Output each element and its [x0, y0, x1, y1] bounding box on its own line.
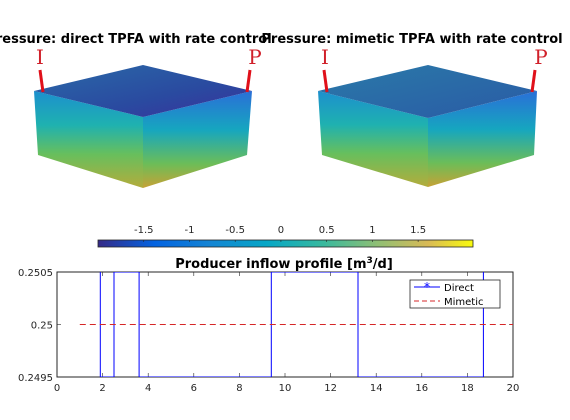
inflow-axis-ticks: 0 2 4 6 8 10 12 14 16 18 20 0.2495 0.25 0.2505 [18, 268, 519, 394]
legend-box [409, 279, 501, 309]
right-producer-label: P [534, 45, 547, 69]
x-tick-label: 12 [324, 383, 337, 394]
right-injector-label: I [321, 45, 329, 69]
x-tick-label: 6 [191, 383, 197, 394]
x-tick-label: 18 [461, 383, 474, 394]
x-tick-label: 8 [236, 383, 242, 394]
inflow-title-superscript: 3 [367, 256, 373, 266]
colorbar-tick-label: 0 [278, 225, 284, 236]
left-injector-well: I [36, 45, 45, 93]
y-tick-label: 0.2505 [18, 268, 53, 279]
inflow-series [79, 272, 513, 377]
legend-mimetic-label: Mimetic [444, 297, 484, 308]
right-producer-well: P [530, 45, 548, 93]
right-block-front-face [318, 91, 428, 187]
right-pressure-block [318, 65, 537, 187]
left-block-side-face [143, 91, 252, 188]
x-tick-label: 16 [415, 383, 428, 394]
colorbar-tick-label: 1.5 [410, 225, 426, 236]
left-block-top-face [34, 65, 252, 117]
colorbar-ticks: -1.5 -1 -0.5 0 0.5 1 1.5 [134, 225, 426, 242]
x-tick-label: 14 [370, 383, 383, 394]
inflow-title-unit-end: /d] [373, 257, 393, 272]
left-injector-label: I [36, 45, 44, 69]
x-tick-label: 0 [54, 383, 60, 394]
legend-direct-label: Direct [444, 283, 474, 294]
inflow-legend: * Direct Mimetic [409, 279, 501, 309]
left-block-front-face [34, 91, 143, 188]
colorbar-tick-label: 1 [369, 225, 375, 236]
x-tick-label: 10 [279, 383, 292, 394]
right-block-side-face [428, 91, 537, 187]
colorbar-tick-label: -1 [184, 225, 194, 236]
right-injector-well: I [321, 45, 329, 93]
x-tick-label: 2 [99, 383, 105, 394]
x-tick-label: 4 [145, 383, 151, 394]
left-block-title: Pressure: direct TPFA with rate control [0, 32, 272, 47]
inflow-title-main: Producer inflow profile [m [175, 257, 366, 272]
inflow-chart-title: Producer inflow profile [m3/d] [175, 256, 393, 272]
left-producer-line [245, 69, 252, 93]
right-producer-line [530, 69, 537, 93]
y-tick-label: 0.2495 [18, 373, 53, 384]
right-injector-line [322, 69, 329, 93]
legend-direct-marker: * [424, 280, 430, 294]
colorbar-tick-label: -1.5 [134, 225, 154, 236]
y-tick-label: 0.25 [31, 321, 53, 332]
left-injector-line [38, 69, 45, 93]
colorbar-tick-label: -0.5 [225, 225, 245, 236]
x-tick-label: 20 [507, 383, 520, 394]
left-producer-label: P [248, 45, 261, 69]
right-block-title: Pressure: mimetic TPFA with rate control [261, 32, 562, 47]
colorbar: -1.5 -1 -0.5 0 0.5 1 1.5 [97, 225, 474, 248]
right-block-top-face [318, 65, 537, 118]
left-pressure-block [34, 65, 252, 188]
colorbar-tick-label: 0.5 [319, 225, 335, 236]
colorbar-gradient [97, 239, 474, 248]
left-producer-well: P [245, 45, 262, 93]
